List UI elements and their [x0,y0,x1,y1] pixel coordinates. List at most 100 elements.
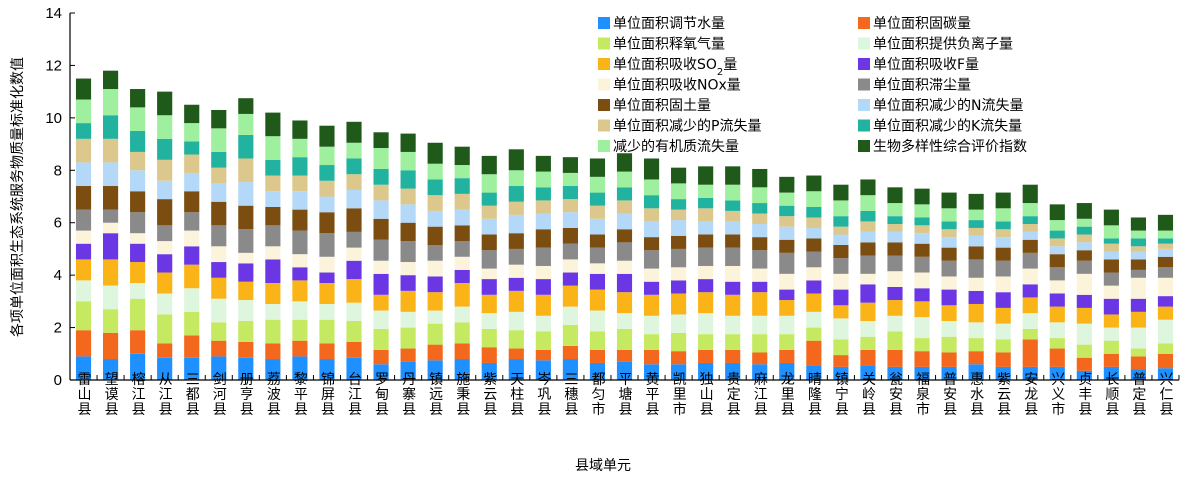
bar-segment [292,301,308,320]
legend-swatch [858,37,870,50]
bar-segment [265,206,281,226]
bar-segment [941,305,957,322]
bar-segment [427,142,443,164]
bar-segment [562,227,578,244]
bar-segment [1130,356,1146,370]
bar-segment [400,311,416,328]
bar-segment [1022,203,1038,217]
bar-segment [400,241,416,263]
bar-segment [346,247,362,261]
x-tick-label: 榕江县 [130,372,146,417]
bar-segment [157,343,173,358]
bar-segment [157,180,173,200]
bar-segment [752,250,768,269]
bar-stack [968,193,984,380]
legend-item: 单位面积减少的K流失量 [858,119,1022,135]
bar-segment [725,234,741,248]
bar-segment [643,294,660,316]
bar-stack [833,184,849,380]
bar-segment [1130,259,1146,270]
bar-segment [75,99,92,124]
bar-segment [319,146,335,166]
bar-segment [887,315,903,332]
bar-segment [454,322,470,344]
bar-segment [643,349,660,365]
bar-segment [968,364,984,380]
x-tick-label: 台江县 [346,372,362,417]
bar-segment [292,319,308,341]
bar-segment [995,366,1011,380]
bar-segment [887,231,903,243]
bar-segment [75,78,92,100]
bar-segment [1049,280,1065,294]
bar-segment [968,351,984,365]
bar-segment [1157,343,1174,354]
bar-segment [752,315,768,335]
bar-segment [995,229,1011,238]
x-tick-label: 黎平县 [292,372,308,417]
bar-segment [562,285,578,307]
bar-segment [319,165,335,181]
bar-segment [184,123,200,142]
bar-segment [319,272,335,284]
bar-segment [779,334,795,350]
legend-swatch [858,78,870,91]
bar-segment [346,279,362,303]
bar-segment [508,359,524,380]
bar-segment [130,130,146,152]
bar-stack [481,155,497,380]
bar-segment [1022,313,1038,329]
bar-segment [562,172,578,187]
bar-segment [589,192,606,206]
bar-segment [589,247,606,264]
bar-segment [319,180,335,197]
bar-segment [1076,260,1092,274]
bar-segment [833,366,849,380]
x-tick-label: 关岭县 [860,372,876,417]
bar-segment [481,218,497,235]
bar-stack [1157,214,1174,380]
x-tick-label: 普安县 [941,372,957,417]
bar-segment [427,260,443,277]
bar-segment [941,247,957,261]
bar-segment [265,303,281,320]
bar-segment [130,107,146,131]
bar-segment [508,290,524,312]
bar-segment [157,91,173,116]
bar-segment [373,132,389,149]
bar-segment [508,348,524,360]
bar-segment [616,313,633,329]
bar-segment [211,201,227,226]
bar-segment [211,225,227,247]
bar-segment [481,362,497,380]
bar-stack [427,142,443,380]
bar-segment [1103,225,1119,239]
bar-segment [184,246,200,265]
bar-segment [130,298,146,331]
bar-segment [806,340,822,366]
bar-segment [643,208,660,222]
bar-segment [616,361,633,380]
bar-segment [454,165,470,179]
legend-swatch [858,99,870,111]
bar-segment [589,176,606,193]
bar-segment [725,281,741,295]
bar-segment [211,277,227,299]
bar-stack [752,168,768,380]
bar-segment [616,200,633,214]
bar-segment [130,243,146,263]
bar-segment [292,267,308,281]
bar-stack [373,132,389,380]
bar-segment [400,133,416,152]
x-tick-label: 紫云县 [995,372,1011,417]
bar-segment [1076,218,1092,227]
bar-segment [373,260,389,274]
bar-segment [103,138,119,163]
x-tick-label: 凯里市 [671,372,687,417]
x-tick-label: 龙里县 [779,372,795,417]
bar-segment [1022,231,1038,240]
bar-segment [211,322,227,341]
legend-swatch [858,140,870,152]
bar-stack [211,109,227,380]
bar-stack [698,166,714,380]
